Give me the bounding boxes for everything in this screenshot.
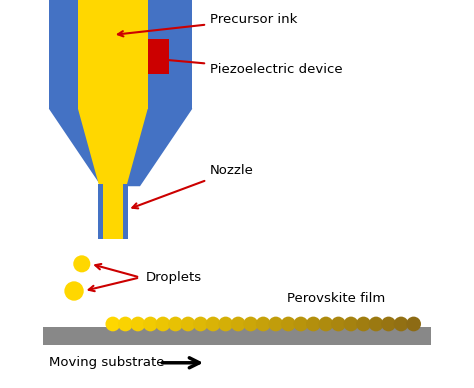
Circle shape	[319, 317, 333, 331]
Circle shape	[369, 317, 383, 331]
Circle shape	[243, 317, 258, 331]
Circle shape	[381, 317, 396, 331]
Polygon shape	[78, 109, 148, 186]
Text: Perovskite film: Perovskite film	[287, 292, 386, 305]
Circle shape	[73, 255, 91, 272]
Circle shape	[356, 317, 371, 331]
Circle shape	[306, 317, 321, 331]
Circle shape	[143, 317, 158, 331]
Circle shape	[268, 317, 283, 331]
Circle shape	[406, 317, 421, 331]
Circle shape	[344, 317, 358, 331]
Circle shape	[256, 317, 271, 331]
Text: Droplets: Droplets	[146, 271, 202, 284]
Circle shape	[181, 317, 195, 331]
Text: Precursor ink: Precursor ink	[118, 13, 297, 36]
FancyBboxPatch shape	[123, 184, 128, 239]
Circle shape	[118, 317, 133, 331]
Circle shape	[64, 281, 84, 301]
Circle shape	[155, 317, 170, 331]
FancyBboxPatch shape	[78, 0, 148, 109]
Circle shape	[331, 317, 346, 331]
Circle shape	[281, 317, 296, 331]
Circle shape	[218, 317, 233, 331]
Text: Moving substrate: Moving substrate	[49, 356, 164, 369]
Circle shape	[293, 317, 308, 331]
FancyBboxPatch shape	[49, 0, 192, 109]
FancyBboxPatch shape	[98, 184, 103, 239]
Polygon shape	[49, 109, 192, 186]
Circle shape	[206, 317, 220, 331]
Circle shape	[106, 317, 120, 331]
Circle shape	[168, 317, 183, 331]
FancyBboxPatch shape	[43, 327, 431, 345]
Text: Piezoelectric device: Piezoelectric device	[153, 57, 342, 76]
FancyBboxPatch shape	[148, 39, 169, 74]
FancyBboxPatch shape	[103, 184, 123, 239]
Circle shape	[231, 317, 246, 331]
Text: Nozzle: Nozzle	[132, 164, 254, 208]
Circle shape	[394, 317, 409, 331]
Circle shape	[130, 317, 145, 331]
Circle shape	[193, 317, 208, 331]
